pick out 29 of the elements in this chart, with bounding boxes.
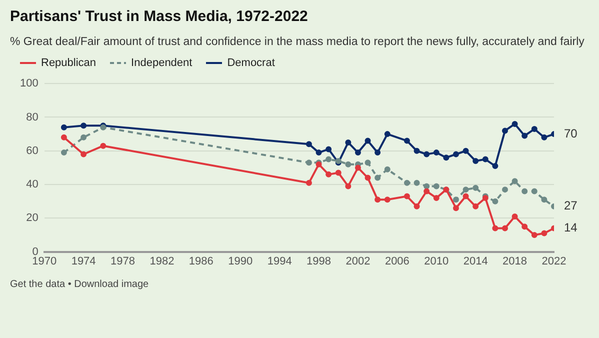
y-tick-label: 40 [26, 178, 38, 191]
x-tick-label: 2014 [463, 255, 488, 268]
chart-subtitle: % Great deal/Fair amount of trust and confidence in the mass media to report the news fully, accurately and fairly [10, 35, 586, 50]
x-tick-label: 1990 [228, 255, 253, 268]
chart-title: Partisans' Trust in Mass Media, 1972-2022 [10, 8, 309, 25]
y-tick-label: 100 [20, 78, 38, 90]
x-tick-label: 1970 [32, 255, 57, 268]
y-tick-label: 80 [26, 111, 38, 124]
x-tick-label: 2010 [424, 255, 449, 268]
legend-label: Independent [131, 57, 192, 69]
legend-label: Democrat [227, 57, 275, 69]
legend-label: Republican [41, 57, 96, 69]
x-tick-label: 2002 [346, 255, 370, 268]
data-label: 14 [564, 220, 578, 235]
data-label: 70 [564, 126, 578, 140]
x-tick-label: 1978 [110, 255, 135, 268]
text: Get the data • Download image [10, 279, 150, 290]
y-tick-label: 60 [26, 144, 38, 157]
data-label: 27 [564, 198, 578, 213]
y-tick-label: 0 [32, 246, 38, 258]
x-tick-label: 2018 [502, 255, 528, 268]
x-tick-label: 2022 [542, 255, 566, 268]
x-tick-label: 1974 [71, 255, 96, 268]
x-tick-label: 2006 [384, 255, 410, 268]
x-tick-label: 1982 [150, 255, 174, 268]
x-tick-label: 1998 [306, 255, 332, 268]
x-tick-label: 1994 [267, 255, 292, 268]
x-tick-label: 1986 [188, 255, 214, 268]
y-tick-label: 20 [26, 212, 38, 224]
